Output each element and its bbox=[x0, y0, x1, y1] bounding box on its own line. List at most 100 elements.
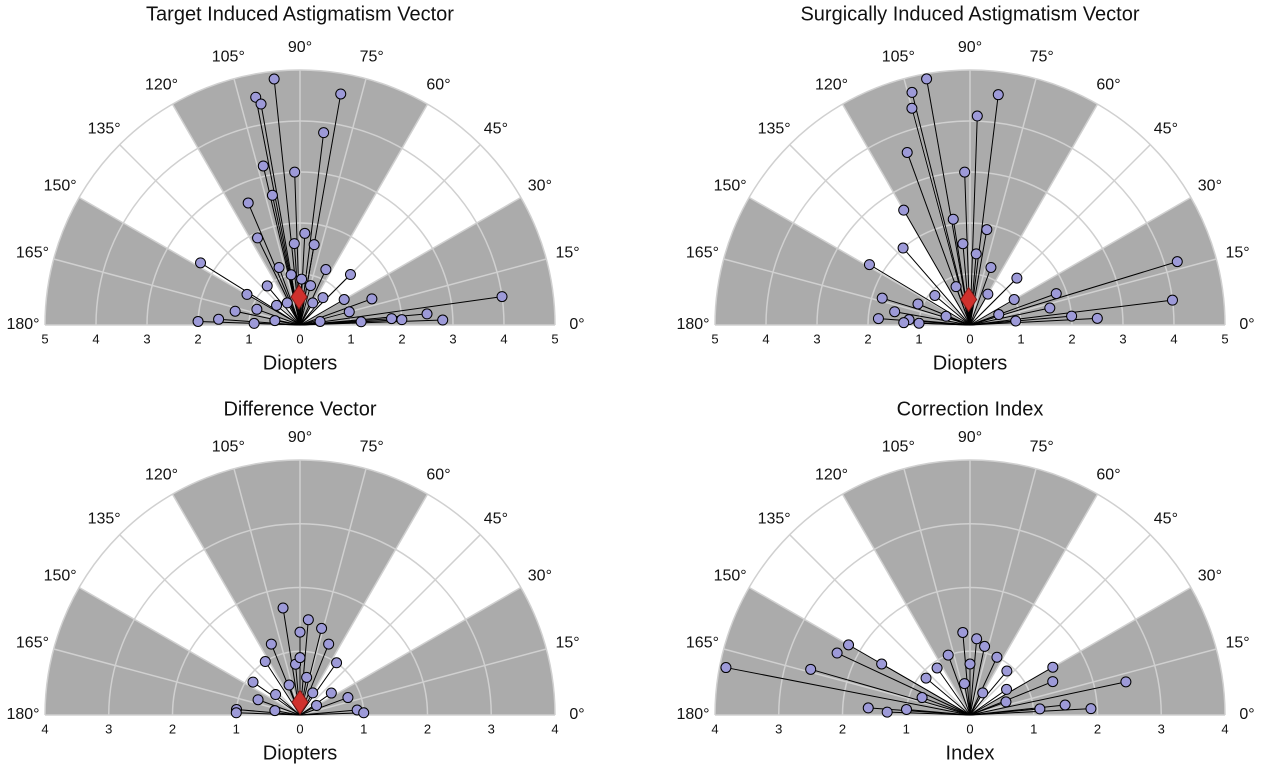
vector-point bbox=[270, 689, 282, 701]
vector-line bbox=[969, 261, 1178, 326]
vector-line bbox=[836, 652, 971, 716]
vector-line bbox=[299, 285, 312, 326]
vector-point bbox=[929, 289, 941, 301]
vector-point bbox=[831, 647, 843, 659]
vector-point bbox=[283, 679, 295, 691]
grid-spoke bbox=[903, 468, 971, 716]
vector-point bbox=[317, 292, 329, 304]
vector-line bbox=[969, 229, 988, 326]
grid-spoke bbox=[723, 258, 971, 326]
theta-tick-label: 45° bbox=[1154, 510, 1178, 527]
theta-tick-label: 120° bbox=[815, 76, 848, 93]
vector-line bbox=[278, 267, 301, 326]
vector-point bbox=[307, 297, 319, 309]
vector-line bbox=[969, 681, 1053, 716]
vector-point bbox=[863, 259, 875, 271]
grid-spoke bbox=[78, 586, 301, 716]
theta-tick-label: 180° bbox=[676, 706, 709, 723]
mean-marker bbox=[290, 284, 308, 310]
grid-spoke bbox=[233, 468, 301, 716]
r-tick-label: 3 bbox=[775, 721, 782, 736]
vector-point bbox=[1047, 661, 1059, 673]
vector-point bbox=[325, 687, 337, 699]
vector-line bbox=[810, 668, 971, 716]
vector-line bbox=[969, 646, 986, 716]
r-tick-label: 3 bbox=[1158, 721, 1165, 736]
vector-line bbox=[299, 321, 362, 326]
vector-point bbox=[950, 281, 962, 293]
vector-line bbox=[969, 657, 998, 716]
vector-line bbox=[293, 243, 301, 326]
vector-point bbox=[964, 658, 976, 670]
vector-point bbox=[720, 662, 732, 674]
vector-point bbox=[285, 269, 297, 281]
vector-point bbox=[230, 707, 242, 719]
r-tick-label: 5 bbox=[1221, 331, 1228, 346]
vector-line bbox=[273, 78, 301, 326]
polar-chart: 0 1 1 2 2 3 3 4 4 5 5 0° 15° 30° 45° 60° 75° 90° 105° 120° 1… bbox=[676, 3, 1254, 374]
vector-point bbox=[311, 699, 323, 711]
vector-point bbox=[320, 264, 332, 276]
vector-point bbox=[269, 705, 281, 717]
vector-point bbox=[268, 73, 280, 85]
vector-point bbox=[913, 317, 925, 329]
vector-point bbox=[299, 227, 311, 239]
vector-point bbox=[355, 316, 367, 328]
vector-line bbox=[299, 269, 327, 326]
vector-line bbox=[903, 209, 971, 326]
vector-point bbox=[991, 651, 1003, 663]
vector-point bbox=[421, 308, 433, 320]
theta-tick-label: 90° bbox=[958, 429, 982, 446]
r-tick-label: 2 bbox=[169, 721, 176, 736]
vector-point bbox=[277, 602, 289, 614]
vector-point bbox=[269, 315, 281, 327]
theta-tick-label: 135° bbox=[758, 510, 791, 527]
vector-point bbox=[248, 317, 260, 329]
vector-point bbox=[1010, 315, 1022, 327]
vector-line bbox=[926, 78, 971, 326]
vector-point bbox=[281, 297, 293, 309]
vector-line bbox=[969, 267, 992, 326]
theta-tick-label: 120° bbox=[145, 76, 178, 93]
vector-point bbox=[1085, 703, 1097, 715]
r-tick-label: 1 bbox=[347, 331, 354, 346]
vector-point bbox=[1011, 272, 1023, 284]
vector-line bbox=[299, 697, 349, 716]
vector-point bbox=[252, 694, 264, 706]
vector-point bbox=[302, 614, 314, 626]
axis-label: Diopters bbox=[263, 352, 337, 374]
r-tick-label: 5 bbox=[551, 331, 558, 346]
shaded-sector bbox=[715, 587, 970, 715]
theta-tick-label: 120° bbox=[145, 466, 178, 483]
vector-point bbox=[931, 662, 943, 674]
vector-point bbox=[1091, 312, 1103, 324]
vector-line bbox=[255, 97, 301, 326]
vector-point bbox=[901, 146, 913, 158]
vector-point bbox=[342, 692, 354, 704]
vector-point bbox=[971, 110, 983, 122]
r-tick-label: 1 bbox=[233, 721, 240, 736]
r-tick-label: 5 bbox=[41, 331, 48, 346]
vector-point bbox=[343, 306, 355, 318]
vector-point bbox=[257, 160, 269, 172]
vector-line bbox=[969, 94, 999, 326]
vector-point bbox=[921, 73, 933, 85]
vector-line bbox=[894, 311, 971, 326]
r-tick-label: 4 bbox=[762, 331, 769, 346]
vector-point bbox=[876, 658, 888, 670]
polar-chart: 0 1 1 2 2 3 3 4 4 0° 15° 30° 45° 60° 75° 90° 105° 120° 135… bbox=[676, 398, 1254, 764]
vector-point bbox=[982, 288, 994, 300]
axis-label: Diopters bbox=[933, 352, 1007, 374]
vector-line bbox=[969, 708, 1091, 716]
theta-tick-label: 15° bbox=[555, 635, 579, 652]
vector-point bbox=[1066, 310, 1078, 322]
vector-point bbox=[261, 280, 273, 292]
vector-point bbox=[912, 298, 924, 310]
grid-spoke bbox=[969, 258, 1217, 326]
vector-line bbox=[299, 299, 345, 326]
r-tick-label: 3 bbox=[105, 721, 112, 736]
vector-line bbox=[236, 712, 301, 716]
vector-point bbox=[898, 204, 910, 216]
vector-point bbox=[897, 242, 909, 254]
